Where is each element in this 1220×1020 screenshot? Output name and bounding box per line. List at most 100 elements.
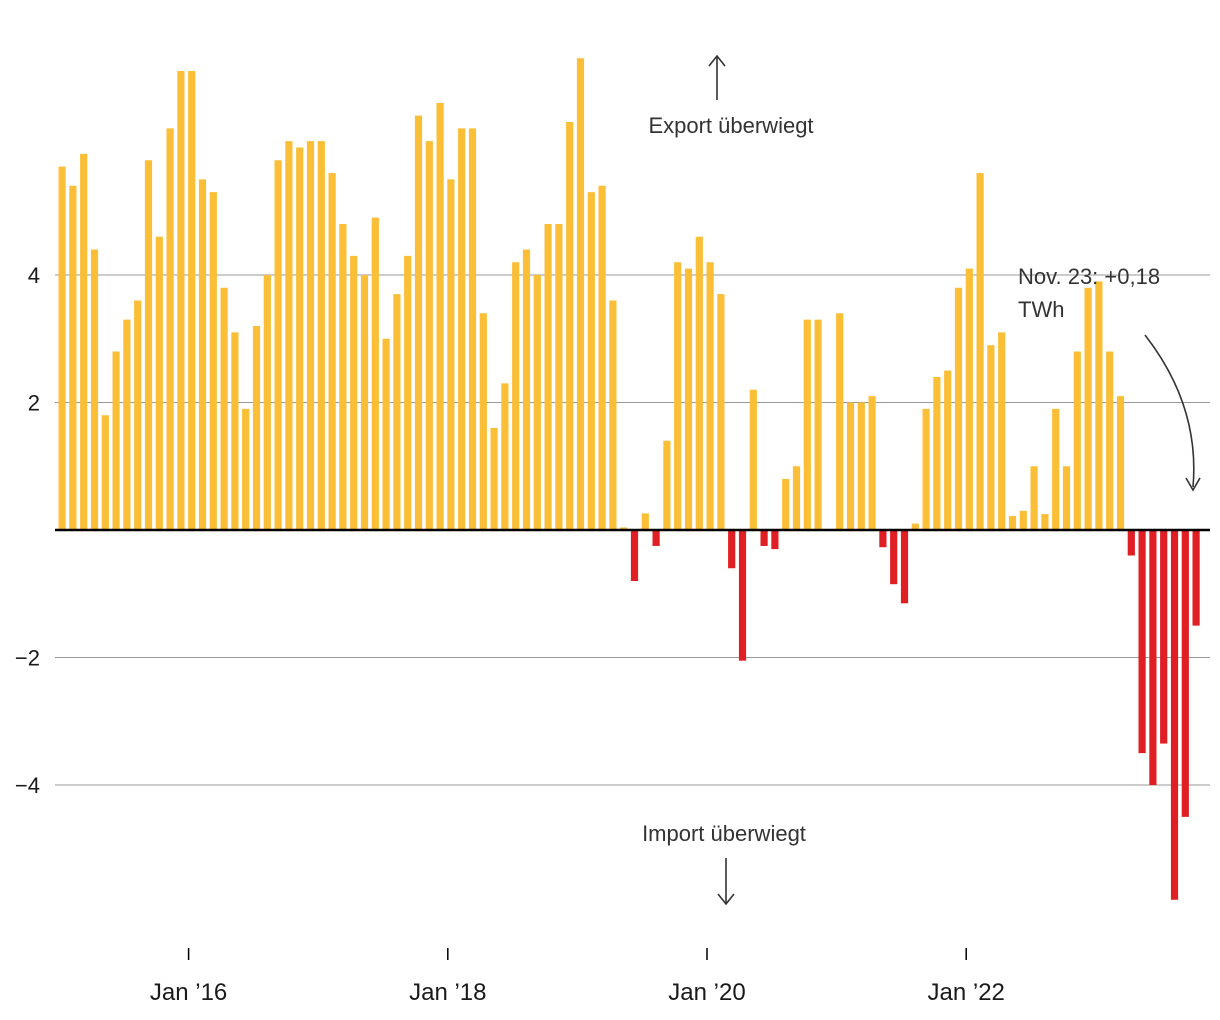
bar-export [544,224,552,530]
bar-export [382,338,390,530]
bars [58,58,1200,900]
bar-export [231,332,239,530]
bar-export [944,370,952,530]
bar-export [360,275,369,530]
bar-export [598,185,606,530]
bar-export [641,513,649,530]
bar-export [371,217,379,530]
bar-export [447,179,455,530]
bar-export [188,71,196,530]
bar-export [1095,281,1103,530]
x-tick-label: Jan ’22 [928,979,1005,1006]
bar-import [900,530,909,604]
bar-export [177,71,185,530]
callout-curved-arrow [1144,334,1195,488]
callout-arrowhead-icon [1185,477,1201,492]
bar-export [134,300,142,530]
y-tick-label: −2 [15,646,40,671]
bar-export [285,141,293,530]
bar-export [1084,287,1092,530]
bar-export [1008,515,1017,530]
y-tick-label: −4 [15,773,40,798]
bar-export [209,192,217,530]
bar-export [533,275,541,530]
bar-export [814,319,822,530]
bar-export [1116,396,1125,530]
bar-export [1030,466,1038,530]
bar-export [296,147,304,530]
bar-export [220,287,228,530]
y-axis-labels: 4 2 −2 −4 [15,263,40,798]
bar-export [555,224,563,530]
bar-import [630,530,639,581]
bar-export [911,523,919,530]
bar-export [587,192,595,530]
export-label: Export überwiegt [648,113,813,138]
down-arrow-icon [717,893,735,906]
bar-export [782,479,790,530]
bar-import [728,530,736,569]
bar-export [490,428,498,530]
bar-export [987,345,995,530]
bar-export [80,153,88,530]
bar-export [749,389,757,530]
bar-import [1170,530,1179,900]
bar-export [1062,466,1071,530]
bar-export [684,268,693,530]
bar-export [144,160,153,530]
bar-export [954,287,963,530]
bar-import [652,530,660,546]
bar-export [458,128,466,530]
bar-import [1181,530,1189,817]
bar-export [252,326,261,530]
bar-export [468,128,477,530]
bar-export [836,313,844,530]
bar-import [879,530,887,548]
bar-export [1073,351,1081,530]
bar-export [328,173,336,530]
callout-text-line-1: Nov. 23: +0,18 [1018,264,1160,289]
bar-export [350,255,358,530]
gridlines [55,274,1210,786]
bar-export [803,319,811,530]
bar-export [1019,510,1027,530]
bar-export [1041,514,1049,530]
import-label: Import überwiegt [642,821,806,846]
bar-export [393,294,401,530]
up-arrow-icon [708,54,726,67]
bar-export [306,141,315,530]
bar-import [1192,530,1200,626]
bar-import [890,530,898,585]
bar-export [90,249,99,530]
bar-export [857,402,865,530]
bar-export [933,377,941,530]
bar-import [738,530,747,661]
bar-export [69,185,77,530]
callout-text-line-2: TWh [1018,297,1064,322]
bar-export [242,408,250,530]
nov-23-callout: Nov. 23: +0,18 TWh [1018,264,1201,492]
y-tick-label: 4 [28,263,40,288]
bar-export [339,224,347,530]
x-tick-label: Jan ’16 [150,979,227,1006]
bar-export [166,128,174,530]
x-tick-label: Jan ’18 [409,979,486,1006]
bar-export [501,383,509,530]
bar-import [1149,530,1157,785]
export-annotation: Export überwiegt [648,54,814,138]
bar-export [263,275,271,530]
bar-export [922,408,930,530]
bar-export [566,122,574,530]
y-tick-label: 2 [28,391,40,416]
bar-export [101,415,109,530]
x-axis: Jan ’16 Jan ’18 Jan ’20 Jan ’22 [150,948,1005,1006]
bar-export [717,294,725,530]
bar-export [609,300,617,530]
bar-export [846,402,855,530]
bar-export [414,115,423,530]
bar-export [792,466,801,530]
bar-export [522,249,531,530]
bar-export [695,236,703,530]
bar-export [576,58,585,530]
bar-export [674,262,682,530]
